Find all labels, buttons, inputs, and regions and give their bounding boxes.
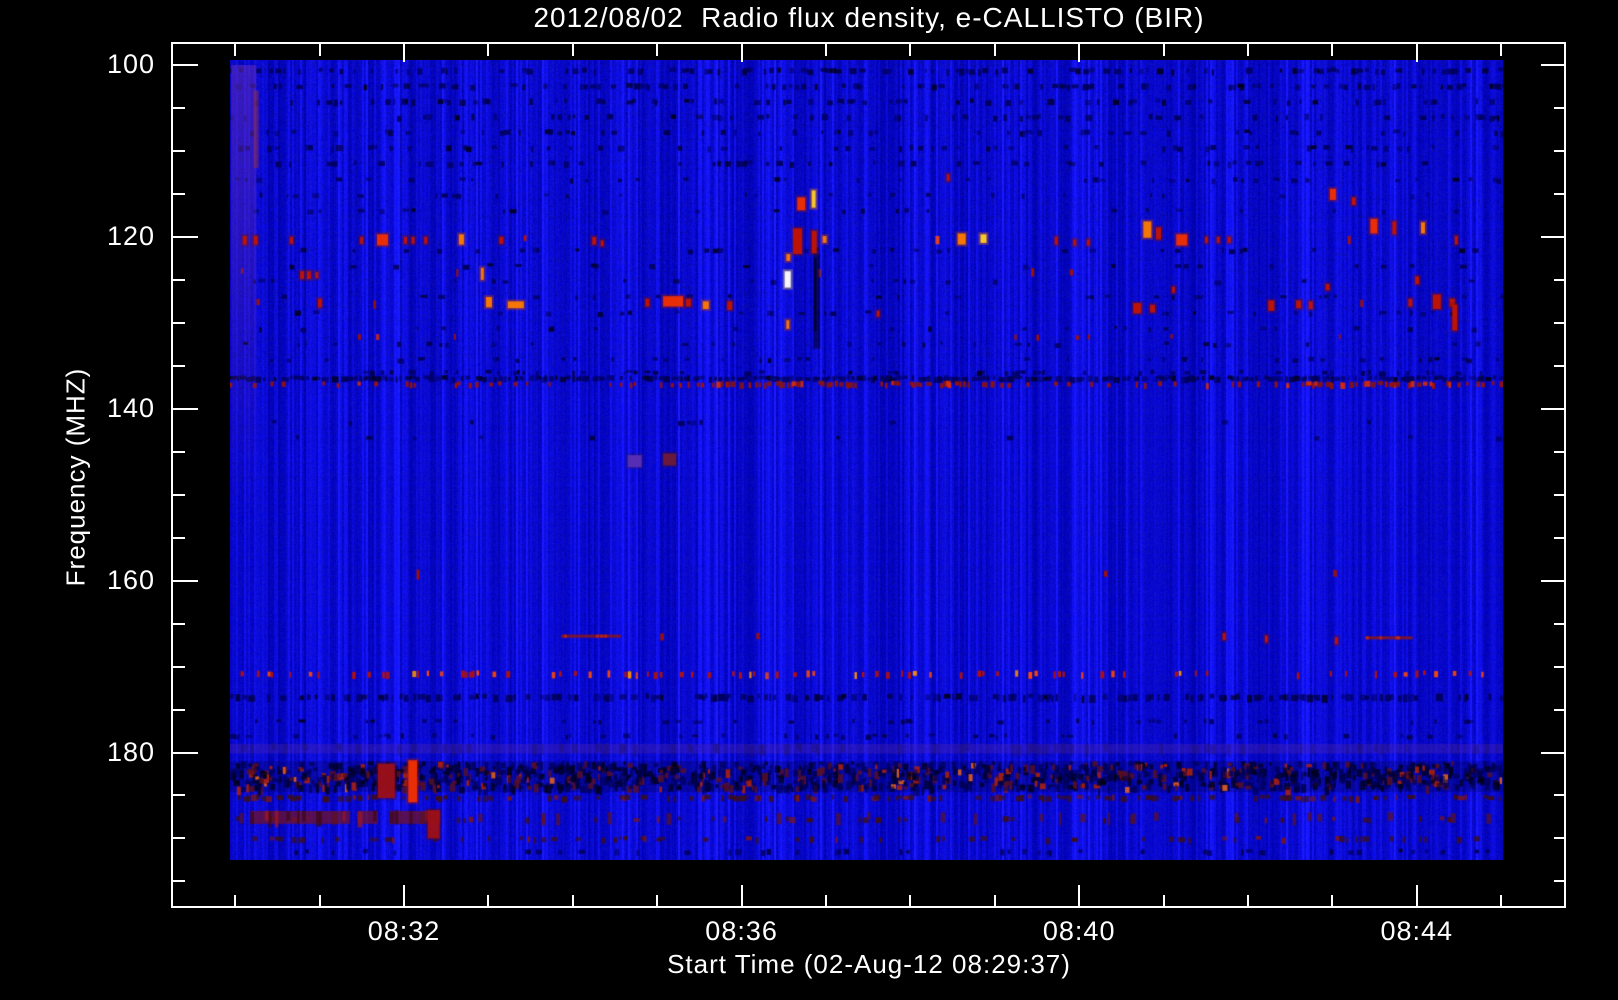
axis-tick — [1554, 321, 1566, 324]
axis-tick — [318, 44, 321, 56]
axis-tick — [1500, 895, 1503, 907]
axis-tick — [234, 44, 237, 56]
axis-tick — [173, 64, 198, 66]
axis-tick — [1162, 44, 1165, 56]
axis-tick — [173, 493, 185, 496]
axis-tick — [825, 895, 827, 907]
axis-tick — [571, 895, 574, 907]
axis-tick — [740, 885, 743, 907]
axis-tick — [1554, 149, 1566, 152]
y-tick-label: 180 — [106, 736, 155, 767]
axis-tick — [993, 895, 996, 907]
axis-tick — [1554, 364, 1566, 367]
axis-tick — [1554, 278, 1566, 281]
x-tick-label: 08:32 — [367, 916, 441, 946]
axis-tick — [487, 895, 490, 907]
axis-tick — [1554, 708, 1566, 711]
axis-tick — [1554, 450, 1566, 453]
y-axis-label: Frequency (MHZ) — [60, 367, 91, 587]
axis-tick — [173, 407, 198, 410]
axis-tick — [1541, 407, 1566, 410]
y-tick-label: 100 — [106, 49, 155, 79]
axis-tick — [173, 880, 185, 883]
axis-tick — [656, 44, 659, 56]
axis-tick — [173, 837, 185, 840]
axis-tick — [1554, 106, 1566, 109]
axis-tick — [173, 751, 198, 754]
axis-tick — [173, 149, 185, 152]
axis-tick — [173, 235, 198, 238]
spectrogram-canvas — [230, 60, 1503, 860]
axis-tick — [1554, 665, 1566, 668]
axis-tick — [1078, 885, 1081, 907]
axis-tick — [1247, 44, 1249, 56]
axis-tick — [1415, 885, 1418, 907]
axis-tick — [173, 364, 185, 367]
axis-tick — [909, 895, 912, 907]
axis-tick — [1331, 895, 1334, 907]
axis-tick — [173, 536, 185, 539]
axis-tick — [234, 895, 237, 907]
axis-tick — [173, 321, 185, 324]
axis-tick — [1162, 895, 1165, 907]
x-tick-label: 08:44 — [1380, 916, 1454, 946]
axis-tick — [173, 106, 185, 109]
axis-tick — [909, 44, 912, 56]
axis-tick — [487, 44, 490, 56]
y-tick-label: 160 — [106, 564, 155, 595]
axis-tick — [825, 44, 827, 56]
axis-tick — [1554, 493, 1566, 496]
x-tick-label: 08:40 — [1042, 916, 1116, 946]
axis-tick — [993, 44, 996, 56]
axis-tick — [656, 895, 659, 907]
axis-tick — [1541, 579, 1566, 582]
axis-tick — [318, 895, 321, 907]
axis-tick — [173, 192, 185, 195]
axis-tick — [173, 794, 185, 797]
x-tick-label: 08:36 — [705, 916, 778, 946]
axis-tick — [173, 450, 185, 453]
axis-tick — [1078, 44, 1081, 62]
axis-tick — [173, 622, 185, 625]
axis-tick — [403, 885, 405, 907]
axis-tick — [1331, 44, 1334, 56]
y-tick-label: 120 — [106, 220, 155, 251]
axis-tick — [173, 278, 185, 281]
x-axis-label: Start Time (02-Aug-12 08:29:37) — [667, 949, 1071, 979]
axis-tick — [1247, 895, 1249, 907]
axis-tick — [1554, 192, 1566, 195]
axis-tick — [1554, 622, 1566, 625]
axis-tick — [1541, 64, 1566, 66]
axis-tick — [740, 44, 743, 62]
axis-tick — [173, 708, 185, 711]
axis-tick — [403, 44, 405, 62]
axis-tick — [173, 665, 185, 668]
axis-tick — [571, 44, 574, 56]
axis-tick — [1415, 44, 1418, 62]
axis-tick — [1500, 44, 1503, 56]
axis-tick — [1541, 751, 1566, 754]
axis-tick — [1541, 235, 1566, 238]
axis-tick — [1554, 794, 1566, 797]
y-tick-label: 140 — [106, 392, 155, 423]
axis-box — [171, 42, 1566, 908]
axis-tick — [1554, 837, 1566, 840]
plot-title: 2012/08/02 Radio flux density, e-CALLIST… — [533, 2, 1205, 33]
axis-tick — [1554, 536, 1566, 539]
axis-tick — [1554, 880, 1566, 883]
axis-tick — [173, 579, 198, 582]
